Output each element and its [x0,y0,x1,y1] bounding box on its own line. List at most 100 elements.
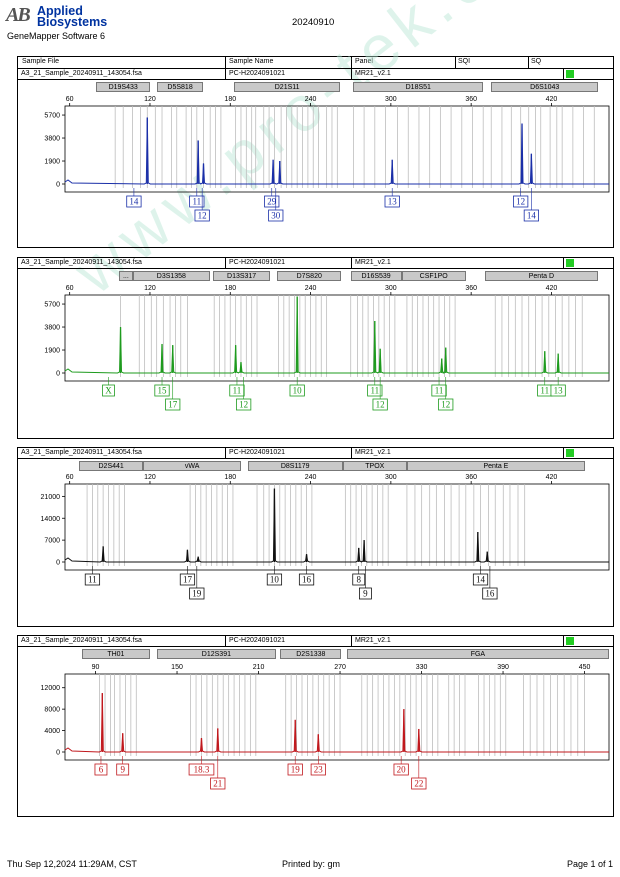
electropherogram-black: 60 120 180 240 300 360 420 0 7000 14000 21000 11 17 1… [41,474,610,600]
marker-d16s539[interactable]: D16S539 [350,271,402,281]
allele-label: 15 [154,377,170,397]
marker-d6s1043[interactable]: D6S1043 [491,82,599,92]
trace-black [64,488,609,563]
panel-blue: A3_21_Sample_20240911_143054.fsa PC-H2024… [17,68,614,248]
allele-label-text: 16 [302,575,312,585]
y-tick-label: 1900 [44,159,60,166]
allele-label: 14 [126,188,142,208]
panel-red: A3_21_Sample_20240911_143054.fsa PC-H2024… [17,635,614,817]
x-tick-label: 360 [465,474,477,481]
allele-label: 18.3 [188,756,215,776]
marker-csf1po[interactable]: CSF1PO [401,271,466,281]
allele-label: 10 [289,377,305,397]
marker-fga[interactable]: FGA [346,649,609,659]
marker-penta-e[interactable]: Penta E [406,461,585,471]
x-tick-label: 120 [144,474,156,481]
allele-label-text: 30 [271,211,281,221]
x-tick-label: 240 [305,96,317,103]
allele-label-text: 12 [198,211,207,221]
x-tick-label: 240 [305,474,317,481]
y-tick-label: 4000 [44,728,60,735]
report-title: 20240910 [292,17,335,28]
plot-frame [64,673,610,761]
marker-d13s317[interactable]: D13S317 [212,271,271,281]
x-tick-label: 180 [224,96,236,103]
allele-label-text: 17 [168,400,178,410]
allele-label-text: 14 [476,575,486,585]
footer-printed-at: Thu Sep 12,2024 11:29AM, CST [7,859,137,869]
x-tick-label: 120 [144,285,156,292]
y-tick-label: 3800 [44,136,60,143]
marker-penta-d[interactable]: Penta D [484,271,599,281]
allele-label: 11 [229,377,245,397]
trace-blue [64,117,609,185]
brand-name: Applied Biosystems [37,4,107,29]
y-tick-label: 1900 [44,348,60,355]
marker-th01[interactable]: TH01 [81,649,150,659]
marker-d3s1358[interactable]: D3S1358 [132,271,211,281]
allele-label: 20 [393,756,409,776]
electropherogram-red: 90 150 210 270 330 390 450 0 4000 8000 12000 6 9 18.3… [41,664,610,790]
brand-line-1: Applied [37,4,83,18]
allele-label: 6 [94,756,108,776]
allele-label: 17 [165,377,181,411]
allele-label: 12 [438,377,454,411]
allele-label: 16 [298,566,315,586]
x-tick-label: 360 [465,96,477,103]
col-sq: SQ [531,58,542,65]
x-tick-label: 420 [546,285,558,292]
col-sample-name: Sample Name [229,58,274,65]
x-tick-label: 60 [66,285,74,292]
quality-status-indicator [566,70,574,78]
y-tick-label: 0 [56,182,60,189]
y-tick-label: 5700 [44,113,60,120]
allele-label: 10 [266,566,283,586]
allele-label-text: 13 [388,197,398,207]
y-tick-label: 7000 [44,538,60,545]
electropherogram-blue: 60 120 180 240 300 360 420 0 1900 3800 5700 14 11 29 1… [44,96,610,222]
marker-d18s51[interactable]: D18S51 [353,82,484,92]
sample-file: A3_21_Sample_20240911_143054.fsa [21,70,142,77]
allele-label: 13 [384,188,400,208]
marker-d2s441[interactable]: D2S441 [79,461,144,471]
allele-label-text: 18.3 [194,765,210,775]
x-tick-label: 60 [66,474,74,481]
sample-name: PC-H2024091021 [229,637,286,644]
col-panel: Panel [355,58,373,65]
marker-d5s818[interactable]: D5S818 [156,82,204,92]
allele-label-text: 14 [527,211,537,221]
allele-label-text: 19 [192,589,202,599]
allele-label-text: 6 [99,765,104,775]
sample-info-row: A3_21_Sample_20240911_143054.fsa PC-H2024… [18,448,613,459]
x-tick-label: 210 [253,664,265,671]
trace-red [64,693,609,753]
allele-label: 9 [359,566,372,600]
marker-vwa[interactable]: vWA [143,461,241,471]
marker-d19s433[interactable]: D19S433 [96,82,150,92]
allele-label-text: 12 [239,400,248,410]
allele-label: 16 [482,566,498,600]
allele-label-text: 12 [516,197,525,207]
x-tick-label: 300 [385,474,397,481]
marker-d21s11[interactable]: D21S11 [234,82,340,92]
marker-d8s1179[interactable]: D8S1179 [247,461,343,471]
marker--[interactable]: ... [119,271,133,281]
marker-tpox[interactable]: TPOX [342,461,407,471]
allele-label: 29 [264,188,280,208]
trace-green [64,296,609,374]
sample-name: PC-H2024091021 [229,259,286,266]
x-tick-label: 180 [224,474,236,481]
allele-label-text: X [105,386,112,396]
x-tick-label: 390 [497,664,509,671]
panel-name: MR21_v2.1 [355,259,391,266]
allele-label: 19 [287,756,303,776]
logo-mark: AB [6,4,31,26]
marker-d7s820[interactable]: D7S820 [277,271,342,281]
allele-label: 9 [116,756,130,776]
allele-label-text: 9 [120,765,125,775]
allele-label-text: 8 [356,575,361,585]
y-tick-label: 5700 [44,302,60,309]
x-tick-label: 60 [66,96,74,103]
marker-d12s391[interactable]: D12S391 [156,649,277,659]
marker-d2s1338[interactable]: D2S1338 [280,649,342,659]
